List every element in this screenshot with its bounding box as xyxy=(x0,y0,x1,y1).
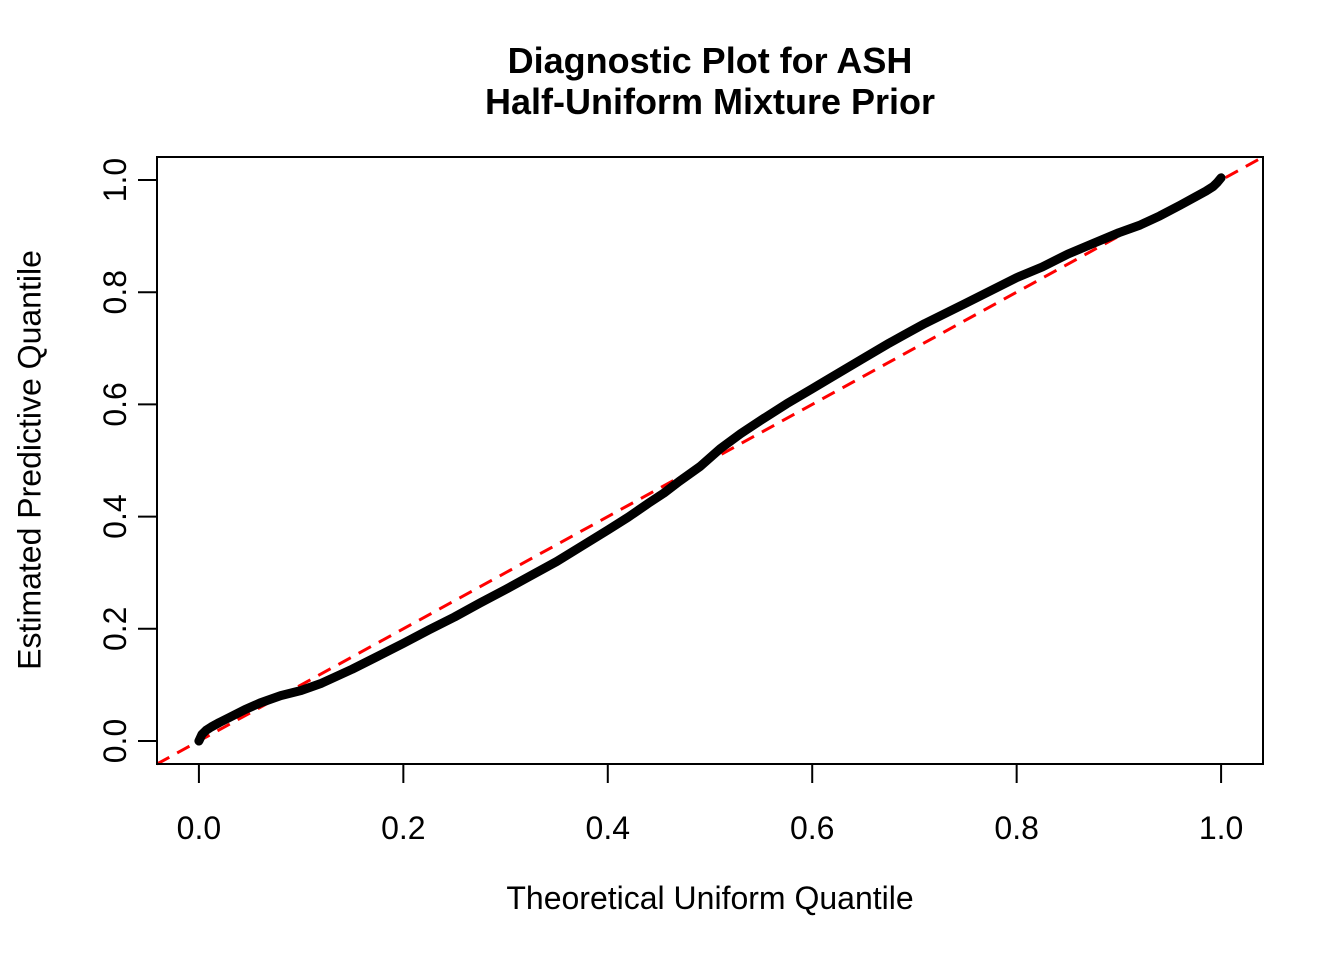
x-tick-label: 0.8 xyxy=(994,810,1038,846)
x-tick-label: 0.4 xyxy=(586,810,630,846)
x-tick-label: 0.6 xyxy=(790,810,834,846)
plot-box xyxy=(156,156,1264,765)
y-tick-label: 1.0 xyxy=(97,158,133,202)
chart-title-line-2: Half-Uniform Mixture Prior xyxy=(484,81,936,122)
chart-title: Diagnostic Plot for ASH Half-Uniform Mix… xyxy=(157,40,1263,122)
x-tick-label: 0.0 xyxy=(177,810,221,846)
x-tick-label: 1.0 xyxy=(1199,810,1243,846)
y-tick-label: 0.4 xyxy=(97,494,133,538)
y-tick-label: 0.2 xyxy=(97,607,133,651)
y-tick-label: 0.8 xyxy=(97,270,133,314)
x-tick-label: 0.2 xyxy=(381,810,425,846)
y-tick-label: 0.6 xyxy=(97,382,133,426)
qq-curve xyxy=(194,173,1226,746)
y-tick-label: 0.0 xyxy=(97,719,133,763)
chart-title-line-1: Diagnostic Plot for ASH xyxy=(507,40,913,81)
y-axis-title: Estimated Predictive Quantile xyxy=(11,250,48,670)
x-axis-title: Theoretical Uniform Quantile xyxy=(506,880,914,916)
